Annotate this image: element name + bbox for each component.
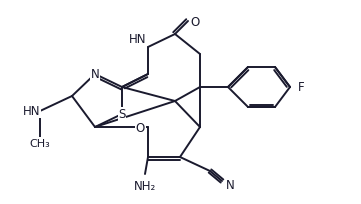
Text: O: O — [136, 121, 145, 134]
Text: N: N — [226, 179, 235, 192]
Text: NH₂: NH₂ — [134, 179, 156, 192]
Text: F: F — [298, 81, 305, 94]
Text: S: S — [118, 108, 126, 121]
Text: O: O — [190, 16, 199, 28]
Text: HN: HN — [22, 105, 40, 118]
Text: HN: HN — [129, 33, 146, 46]
Text: N: N — [91, 68, 99, 81]
Text: CH₃: CH₃ — [30, 138, 51, 148]
